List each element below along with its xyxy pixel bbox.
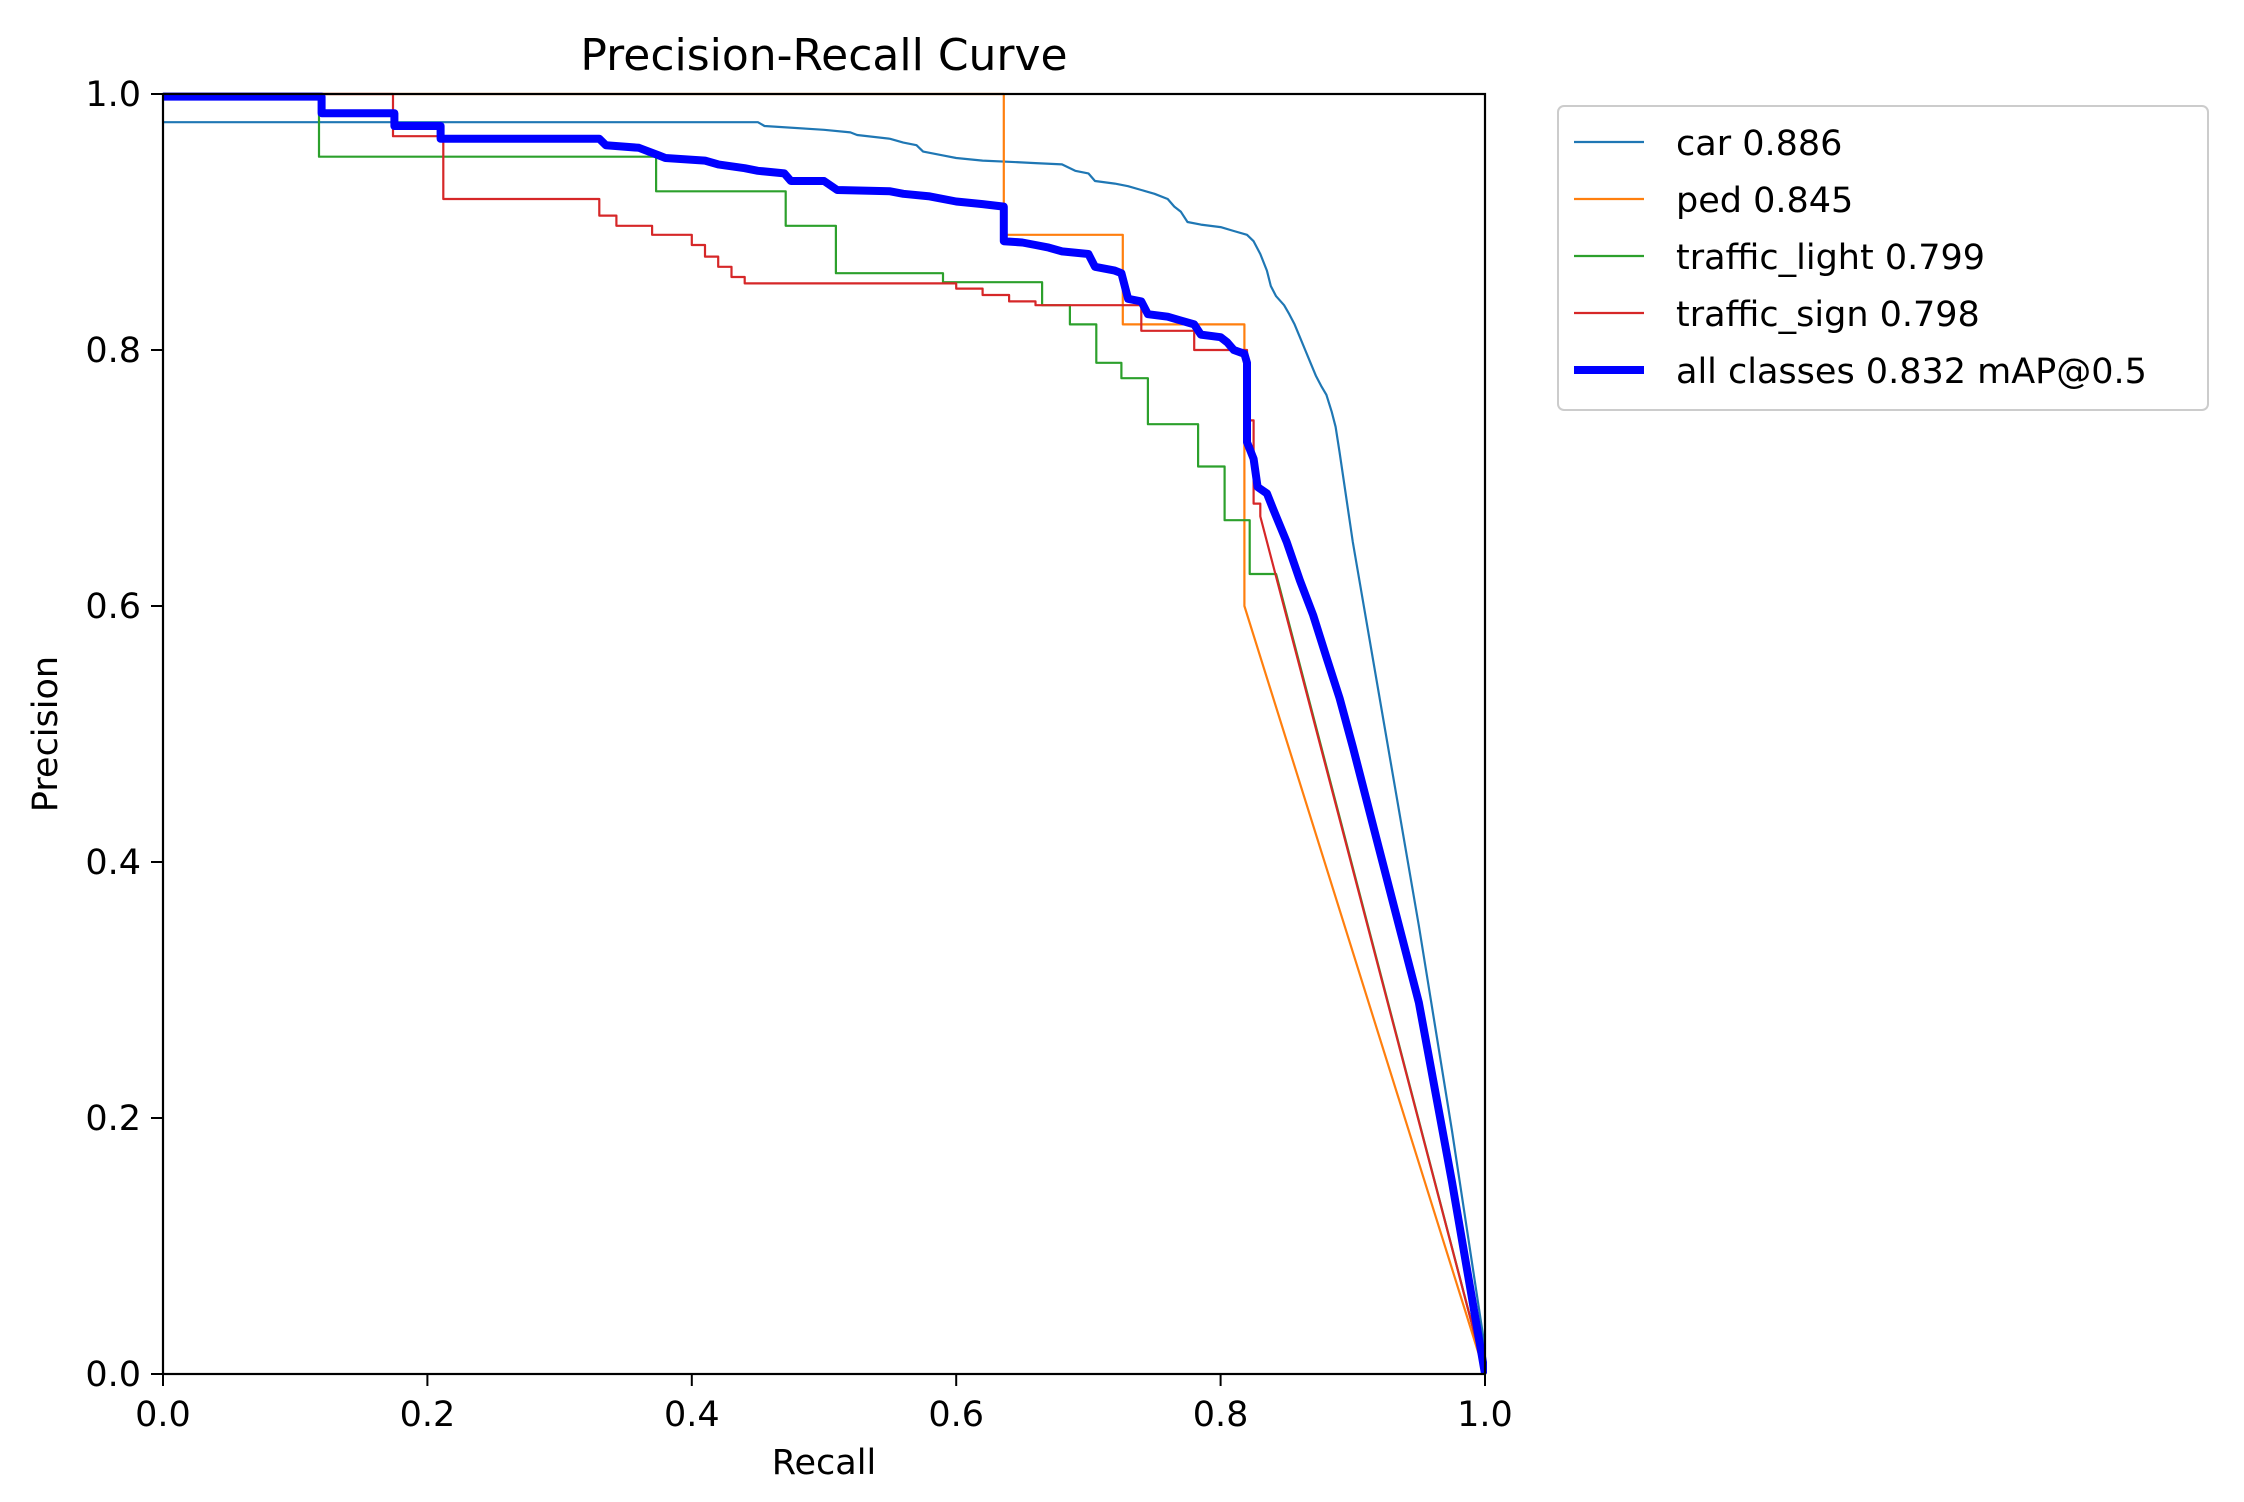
legend: car 0.886 ped 0.845 traffic_light 0.799 tra…	[1557, 105, 2209, 411]
legend-label: all classes 0.832 mAP@0.5	[1676, 352, 2147, 392]
series-layer	[163, 92, 1487, 1375]
x-tick-label: 0.2	[400, 1395, 456, 1435]
series-line-car	[163, 121, 1487, 1349]
x-tick-label: 0.8	[1193, 1395, 1249, 1435]
chart-title: Precision-Recall Curve	[580, 30, 1067, 81]
series-line-ped	[163, 92, 1487, 1375]
y-tick-label: 0.0	[85, 1355, 141, 1395]
x-axis-label: Recall	[772, 1443, 876, 1483]
x-tick-label: 0.4	[664, 1395, 720, 1435]
y-tick-label: 0.8	[85, 331, 141, 371]
series-line-traffic-sign	[163, 92, 1487, 1375]
axes-layer: 0.0 0.2 0.4 0.6 0.8 1.0 0.0 0.2 0.4 0.6 0.8 1.0	[85, 75, 1513, 1435]
x-tick-label: 0.0	[135, 1395, 191, 1435]
legend-label: traffic_light 0.799	[1676, 238, 1985, 278]
y-tick-label: 0.6	[85, 587, 141, 627]
legend-label: ped 0.845	[1676, 181, 1853, 221]
series-line-traffic-light	[163, 92, 1487, 1375]
legend-box	[1557, 105, 2209, 411]
legend-label: traffic_sign 0.798	[1676, 295, 1980, 335]
y-tick-label: 0.4	[85, 843, 141, 883]
series-line-all-classes	[163, 92, 1487, 1375]
x-tick-label: 1.0	[1457, 1395, 1513, 1435]
x-tick-label: 0.6	[928, 1395, 984, 1435]
plot-frame	[161, 92, 1487, 1376]
y-tick-label: 0.2	[85, 1099, 141, 1139]
y-axis-label: Precision	[26, 656, 66, 812]
legend-label: car 0.886	[1676, 124, 1842, 164]
y-tick-label: 1.0	[85, 75, 141, 115]
